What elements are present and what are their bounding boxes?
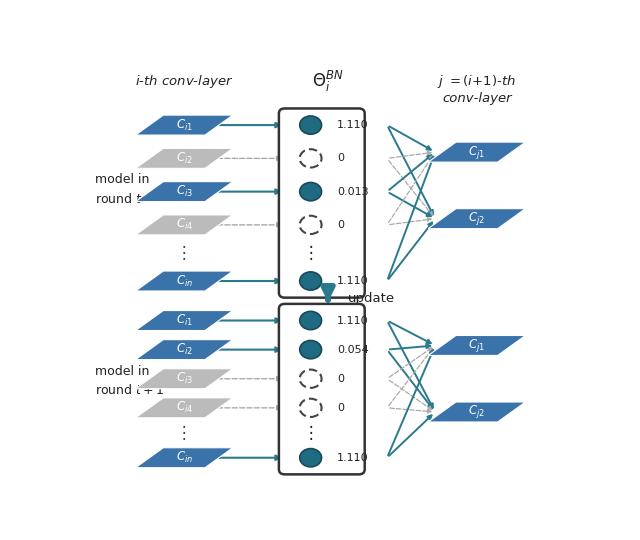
Text: 1.110: 1.110 [337, 315, 369, 326]
Text: 0: 0 [337, 403, 344, 413]
Circle shape [300, 216, 321, 234]
Polygon shape [136, 181, 233, 201]
Circle shape [300, 341, 321, 359]
Text: ⋮: ⋮ [302, 244, 319, 262]
Polygon shape [428, 402, 525, 422]
Text: $C_{j2}$: $C_{j2}$ [468, 403, 485, 421]
Text: ⋮: ⋮ [176, 244, 193, 262]
Text: $C_{i1}$: $C_{i1}$ [175, 118, 193, 133]
Text: conv-layer: conv-layer [442, 92, 511, 105]
Text: $C_{i4}$: $C_{i4}$ [175, 400, 193, 415]
Text: 1.110: 1.110 [337, 453, 369, 463]
Polygon shape [428, 142, 525, 162]
Polygon shape [136, 271, 233, 291]
Circle shape [300, 399, 321, 417]
Text: 0: 0 [337, 374, 344, 384]
Text: $C_{i2}$: $C_{i2}$ [176, 151, 193, 166]
Text: update: update [348, 292, 395, 305]
Circle shape [300, 449, 321, 467]
Circle shape [300, 116, 321, 134]
Text: $C_{i3}$: $C_{i3}$ [175, 371, 193, 386]
Text: ⋮: ⋮ [302, 424, 319, 442]
Text: 0.013: 0.013 [337, 187, 369, 197]
Text: $j\ {=}(i{+}1)$-th: $j\ {=}(i{+}1)$-th [437, 73, 516, 90]
Polygon shape [136, 115, 233, 135]
Text: 1.110: 1.110 [337, 120, 369, 130]
Text: $C_{i1}$: $C_{i1}$ [175, 313, 193, 328]
Polygon shape [136, 340, 233, 360]
Text: $C_{i2}$: $C_{i2}$ [176, 342, 193, 357]
Circle shape [300, 369, 321, 388]
Circle shape [300, 183, 321, 201]
Text: $C_{j1}$: $C_{j1}$ [468, 144, 485, 160]
Circle shape [300, 149, 321, 167]
Text: $C_{i4}$: $C_{i4}$ [175, 217, 193, 232]
Text: $C_{in}$: $C_{in}$ [175, 273, 193, 288]
Text: $\Theta_i^{BN}$: $\Theta_i^{BN}$ [312, 69, 344, 94]
Polygon shape [136, 310, 233, 330]
Polygon shape [428, 335, 525, 355]
Circle shape [300, 312, 321, 329]
Polygon shape [428, 208, 525, 228]
Text: $C_{in}$: $C_{in}$ [175, 450, 193, 465]
Text: 0: 0 [337, 153, 344, 164]
Text: $C_{j2}$: $C_{j2}$ [468, 210, 485, 227]
Text: 1.110: 1.110 [337, 276, 369, 286]
Circle shape [300, 272, 321, 290]
Text: 0: 0 [337, 220, 344, 230]
Text: $C_{i3}$: $C_{i3}$ [175, 184, 193, 199]
FancyBboxPatch shape [279, 304, 365, 474]
Polygon shape [136, 448, 233, 468]
FancyBboxPatch shape [279, 109, 365, 298]
Text: model in
round $t+1$: model in round $t+1$ [95, 364, 164, 397]
Text: $C_{j1}$: $C_{j1}$ [468, 337, 485, 354]
Polygon shape [136, 215, 233, 235]
Polygon shape [136, 148, 233, 168]
Text: $i$-th conv-layer: $i$-th conv-layer [135, 73, 234, 90]
Text: ⋮: ⋮ [176, 424, 193, 442]
Polygon shape [136, 398, 233, 418]
Polygon shape [136, 369, 233, 389]
Text: model in
round $t$: model in round $t$ [95, 173, 149, 206]
Text: 0.054: 0.054 [337, 345, 369, 355]
